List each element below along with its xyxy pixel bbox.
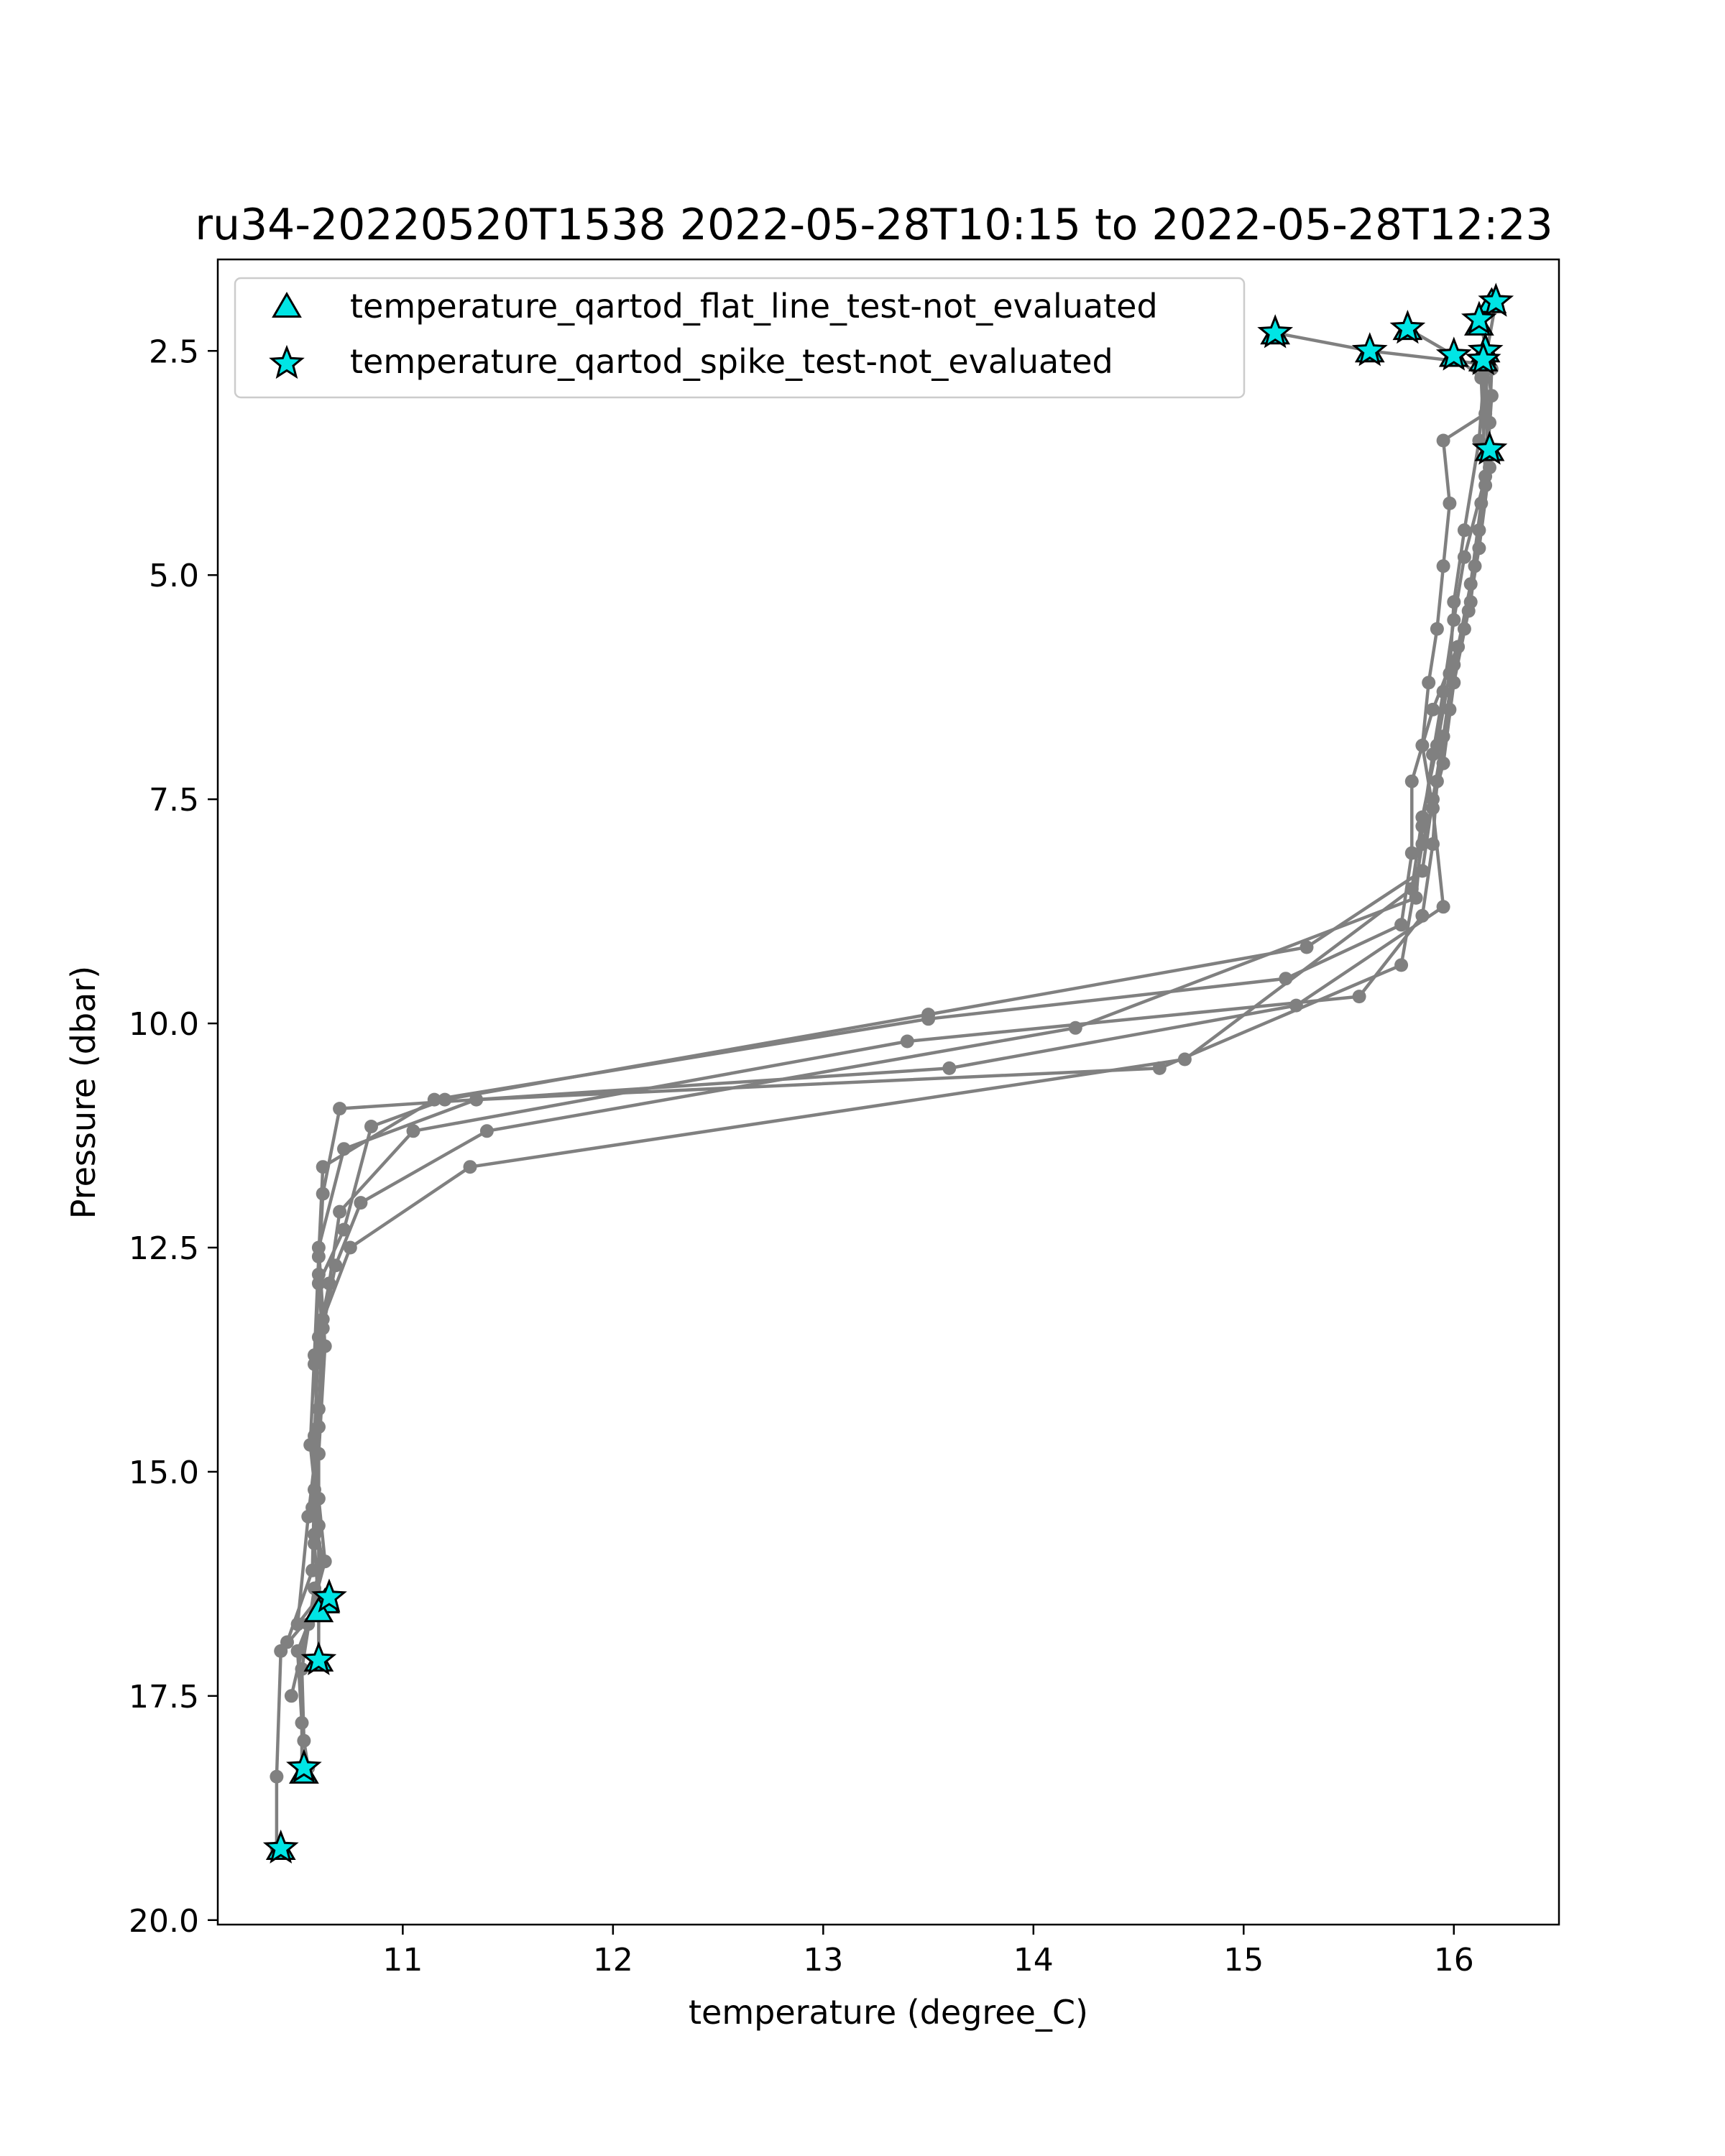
profile-point [284,1689,298,1703]
legend-label-spike: temperature_qartod_spike_test-not_evalua… [350,342,1113,381]
profile-point [479,1124,494,1138]
profile-point [463,1160,477,1174]
profile-point [942,1061,957,1075]
profile-point [297,1733,311,1748]
x-tick-label: 13 [803,1942,843,1978]
profile-point [1472,541,1486,556]
profile-point [318,1554,332,1569]
spike-flag-marker [1435,336,1472,371]
x-ticks: 11 12 13 14 15 16 [382,1925,1474,1978]
legend-label-flat-line: temperature_qartod_flat_line_test-not_ev… [350,287,1158,326]
profile-point [1152,1061,1167,1075]
profile-point [1430,622,1444,636]
x-tick-label: 16 [1434,1942,1474,1978]
profile-point [1461,604,1476,618]
spike-flag-marker [1257,314,1294,349]
x-axis-label: temperature (degree_C) [689,1993,1088,2032]
spike-flag-marker [1460,300,1497,335]
profile-point [1352,990,1366,1004]
x-tick-label: 14 [1013,1942,1054,1978]
profile-point [1404,774,1419,788]
spike-flag-marker [1389,309,1426,344]
spike-flag-marker [300,1641,337,1676]
y-tick-label: 5.0 [149,558,199,594]
profile-point [1300,940,1314,954]
spike-flag-marker [1471,430,1508,465]
legend-box [234,277,1246,399]
spike-flag-marker [1465,341,1501,375]
spike-flag-marker [262,1829,299,1864]
y-ticks: 2.5 5.0 7.5 10.0 12.5 15.0 17.5 20.0 [129,333,218,1940]
y-tick-label: 10.0 [129,1006,199,1043]
y-tick-label: 2.5 [149,333,199,370]
legend-star-icon [269,344,305,379]
profile-point [1483,461,1496,474]
legend-triangle-marker [272,292,302,318]
y-tick-label: 20.0 [129,1903,199,1940]
profile-point [343,1240,357,1255]
y-tick-label: 12.5 [129,1230,199,1267]
profile-point [900,1034,914,1049]
profile-point [311,1402,326,1416]
marker-layer [262,282,1514,1864]
legend-triangle-icon [272,292,302,318]
profile-point [305,1563,320,1577]
spike-flag-marker [1478,282,1514,317]
profile-point [308,1483,321,1497]
profile-point [1447,595,1461,609]
profile-point [1457,523,1471,538]
spike-flag-marker [1351,332,1388,367]
profile-point [333,1204,347,1219]
chart-title: ru34-20220520T1538 2022-05-28T10:15 to 2… [195,200,1552,250]
profile-point [1436,433,1450,448]
legend-star-marker [269,344,305,379]
y-tick-label: 15.0 [129,1455,199,1491]
profile-point [1436,559,1450,573]
profile-point [1394,918,1409,932]
profile-point [406,1124,420,1138]
profile-point [1443,496,1457,510]
legend: temperature_qartod_flat_line_test-not_ev… [234,277,1246,399]
profile-point [1415,837,1430,851]
profile-point [322,1276,336,1291]
profile-point [1430,738,1444,752]
profile-point [1436,900,1450,914]
spike-flag-marker [286,1749,322,1783]
y-axis-label: Pressure (dbar) [64,966,103,1219]
x-tick-label: 11 [382,1942,423,1978]
y-tick-label: 17.5 [129,1679,199,1715]
profile-point [311,1240,326,1255]
profile-point [1426,702,1440,717]
profile-point [333,1102,347,1116]
profile-point [921,1012,936,1026]
profile-point [1447,676,1461,690]
profile-point [1422,676,1436,690]
spike-flag-marker [311,1578,347,1613]
profile-point [1415,810,1430,824]
y-tick-label: 7.5 [149,782,199,819]
profile-point [316,1187,330,1201]
profile-point [1436,756,1450,770]
x-tick-label: 12 [593,1942,633,1978]
profile-point [318,1339,332,1353]
profile-point [308,1527,321,1542]
x-tick-label: 15 [1223,1942,1264,1978]
profile-point [1415,738,1430,752]
profile-point [337,1142,351,1156]
profile-point [364,1120,378,1133]
profile-point [270,1769,284,1784]
profile-point [469,1092,484,1107]
profile-point [311,1447,326,1461]
profile-point [427,1092,441,1107]
profile-point [1394,958,1409,972]
flat-line-flag-marker [303,1596,334,1623]
profile-point [354,1196,368,1210]
plot-frame [216,258,1560,1926]
profile-point [280,1635,294,1649]
